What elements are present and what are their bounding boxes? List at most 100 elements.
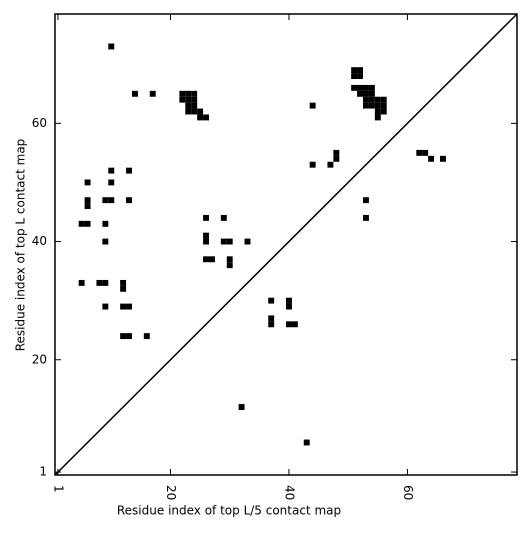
- contact-cell: [220, 214, 227, 221]
- contact-cell: [191, 108, 198, 115]
- y-tick-label: 60: [32, 116, 47, 130]
- contact-cell: [203, 114, 209, 121]
- contact-cell: [303, 439, 310, 446]
- contact-cell: [102, 303, 109, 310]
- contact-cell: [286, 297, 292, 304]
- y-axis-label: Residue index of top L contact map: [14, 139, 28, 352]
- x-tick-label: 1: [51, 485, 65, 493]
- x-tick-label: 40: [282, 485, 296, 500]
- contact-cell: [132, 90, 138, 97]
- contact-cell: [179, 90, 186, 97]
- contact-cell: [78, 220, 85, 227]
- contact-cell: [179, 96, 186, 103]
- contact-cell: [351, 67, 358, 74]
- contact-cell: [357, 73, 363, 80]
- contact-cell: [185, 102, 192, 109]
- contact-cell: [380, 102, 387, 109]
- contact-cell: [197, 108, 204, 115]
- contact-cell: [380, 108, 387, 115]
- diagonal-line: [54, 13, 518, 476]
- contact-cell: [268, 321, 275, 328]
- contact-cell: [286, 303, 292, 310]
- contact-cell: [363, 214, 369, 221]
- contact-cell: [357, 84, 363, 91]
- contact-cell: [108, 167, 115, 174]
- contact-cell: [191, 102, 198, 109]
- contact-cell: [374, 96, 381, 103]
- contact-cell: [357, 67, 363, 74]
- contact-cell: [327, 161, 334, 168]
- contact-cell: [374, 102, 381, 109]
- contact-cell: [363, 102, 369, 109]
- contact-cell: [84, 179, 91, 186]
- contact-cell: [363, 197, 369, 204]
- contact-cell: [333, 149, 340, 156]
- contact-cell: [309, 102, 316, 109]
- contact-cell: [291, 321, 298, 328]
- contact-cell: [191, 90, 198, 97]
- contact-cell: [226, 238, 233, 245]
- contact-cell: [120, 279, 127, 286]
- contact-cell: [149, 90, 156, 97]
- contact-cell: [96, 279, 103, 286]
- contact-cell: [363, 96, 369, 103]
- contact-cell: [268, 297, 275, 304]
- contact-cell: [203, 232, 209, 239]
- contact-cell: [102, 220, 109, 227]
- contact-cell: [203, 214, 209, 221]
- contact-cell: [380, 96, 387, 103]
- contact-cell: [368, 96, 375, 103]
- contact-cell: [191, 96, 198, 103]
- contact-cell: [428, 155, 435, 162]
- contact-cell: [143, 333, 150, 340]
- contact-cell: [126, 197, 132, 204]
- contact-cell: [351, 73, 358, 80]
- contact-cell: [78, 279, 85, 286]
- contact-cell: [185, 108, 192, 115]
- contact-cell: [102, 279, 109, 286]
- contact-cell: [363, 90, 369, 97]
- contact-cell: [226, 256, 233, 263]
- contact-cell: [203, 238, 209, 245]
- contact-cell: [368, 84, 375, 91]
- contact-cell: [368, 102, 375, 109]
- contact-cell: [126, 303, 132, 310]
- contact-cell: [244, 238, 251, 245]
- contact-cell: [203, 256, 209, 263]
- y-tick-label: 40: [32, 234, 47, 248]
- contact-cell: [238, 404, 245, 410]
- x-tick-label: 20: [164, 485, 178, 500]
- contact-cell: [108, 179, 115, 186]
- contact-cell: [120, 285, 127, 292]
- x-axis-label: Residue index of top L/5 contact map: [117, 504, 341, 518]
- contact-cell: [286, 321, 292, 328]
- contact-cell: [126, 333, 132, 340]
- contact-cell: [197, 114, 204, 121]
- contact-cell: [416, 149, 423, 156]
- contact-cell: [363, 84, 369, 91]
- x-tick-label: 60: [401, 485, 415, 500]
- contact-cell: [226, 262, 233, 269]
- plot-frame: [54, 13, 518, 476]
- contact-cell: [108, 197, 115, 204]
- contact-cell: [440, 155, 446, 162]
- contact-cell: [108, 43, 115, 50]
- contact-cell: [120, 333, 127, 340]
- contact-cell: [120, 303, 127, 310]
- contact-cell: [220, 238, 227, 245]
- contact-cell: [185, 96, 192, 103]
- contact-cell: [84, 220, 91, 227]
- contact-cell: [368, 90, 375, 97]
- contact-cell: [351, 84, 358, 91]
- y-tick-label: 20: [32, 352, 47, 366]
- contact-cell: [84, 203, 91, 210]
- contact-cell: [333, 155, 340, 162]
- contact-cell: [209, 256, 215, 263]
- y-tick-label: 1: [39, 465, 47, 479]
- contact-cell: [309, 161, 316, 168]
- contact-cell: [422, 149, 429, 156]
- contact-cell: [102, 238, 109, 245]
- contact-cell: [102, 197, 109, 204]
- contact-cell: [357, 90, 363, 97]
